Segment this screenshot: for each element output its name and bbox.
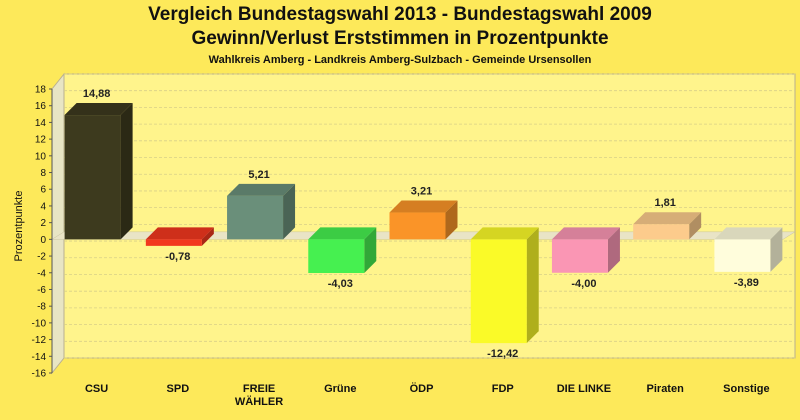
bar-side <box>283 183 296 240</box>
bar-front <box>145 239 202 246</box>
bar <box>633 212 702 240</box>
bar-front <box>470 239 527 344</box>
bar-series <box>64 103 783 344</box>
x-category-label: SPD <box>167 383 190 395</box>
y-tick-label: 12 <box>35 135 47 146</box>
x-category-label: ÖDP <box>410 382 434 395</box>
bar-top <box>633 212 702 225</box>
x-category-label: FREIE <box>243 383 275 395</box>
bar <box>551 227 620 273</box>
bar-front <box>714 239 771 272</box>
bar-side <box>526 227 539 344</box>
x-category-label: DIE LINKE <box>557 383 611 395</box>
y-tick-label: -10 <box>32 318 47 329</box>
bar <box>227 183 296 240</box>
bar-side <box>607 227 620 273</box>
y-tick-label: 18 <box>35 85 47 96</box>
data-label: 14,88 <box>83 88 111 100</box>
x-category-label: FDP <box>492 383 514 395</box>
chart-caption: Wahlkreis Amberg - Landkreis Amberg-Sulz… <box>208 54 592 66</box>
y-tick-label: -14 <box>32 352 47 363</box>
chart-subtitle: Gewinn/Verlust Erststimmen in Prozentpun… <box>191 28 609 49</box>
data-label: 5,21 <box>248 169 269 181</box>
y-tick-label: -4 <box>37 268 46 279</box>
y-tick-label: 14 <box>35 118 47 129</box>
bar-top <box>389 200 458 213</box>
y-tick-label: 6 <box>40 185 46 196</box>
y-tick-label: -8 <box>37 302 46 313</box>
x-category-label: CSU <box>85 383 108 395</box>
x-category-label: Sonstige <box>723 383 769 395</box>
data-labels: 14,88 -0,78 5,21 -4,03 3,21 -12,42 -4,00 1,81 -3… <box>83 88 759 360</box>
data-label: 3,21 <box>411 186 432 198</box>
bar-front <box>389 212 446 240</box>
y-tick-label: -16 <box>32 369 47 380</box>
y-axis-ticks: -16 -14 -12 -10 -8 -6 -4 -2 0 2 4 6 8 10 12 14 16 18 <box>32 85 52 380</box>
data-label: -0,78 <box>165 251 190 263</box>
bar-side <box>689 212 702 240</box>
bar-front <box>551 239 608 273</box>
x-category-label: WÄHLER <box>235 395 283 408</box>
bar-front <box>64 115 121 240</box>
data-label: -4,00 <box>571 278 596 290</box>
bar-side <box>120 103 133 240</box>
bar-front <box>308 239 365 274</box>
bar-top <box>227 183 296 196</box>
y-tick-label: -12 <box>32 335 47 346</box>
y-tick-label: 4 <box>40 201 46 212</box>
y-tick-label: -2 <box>37 252 46 263</box>
y-tick-label: 2 <box>40 218 46 229</box>
bar-top <box>64 103 133 116</box>
chart-title: Vergleich Bundestagswahl 2013 - Bundesta… <box>148 4 652 25</box>
y-tick-label: 10 <box>35 151 47 162</box>
y-tick-label: 16 <box>35 101 47 112</box>
bar-top <box>145 227 214 240</box>
y-tick-label: 8 <box>40 168 46 179</box>
bar <box>714 227 783 272</box>
bar <box>470 227 539 344</box>
bar <box>308 227 377 274</box>
bar <box>145 227 214 246</box>
data-label: -12,42 <box>487 348 518 360</box>
bar-top <box>551 227 620 240</box>
data-label: -3,89 <box>734 277 759 289</box>
bar-top <box>714 227 783 240</box>
bar-top <box>470 227 539 240</box>
y-tick-label: 0 <box>40 235 46 246</box>
bar-front <box>227 195 284 240</box>
bar-front <box>633 224 690 240</box>
bar-side <box>770 227 783 272</box>
bar-top <box>308 227 377 240</box>
bar-side <box>445 200 458 240</box>
bar-side <box>364 227 377 274</box>
x-category-label: Grüne <box>324 383 356 395</box>
data-label: -4,03 <box>328 278 353 290</box>
data-label: 1,81 <box>654 197 675 209</box>
bar <box>64 103 133 240</box>
bar-side <box>201 227 214 246</box>
y-tick-label: -6 <box>37 285 46 296</box>
bar <box>389 200 458 240</box>
y-axis-label: Prozentpunkte <box>13 191 25 262</box>
plot-side-wall <box>51 72 65 375</box>
x-category-label: Piraten <box>647 383 685 395</box>
